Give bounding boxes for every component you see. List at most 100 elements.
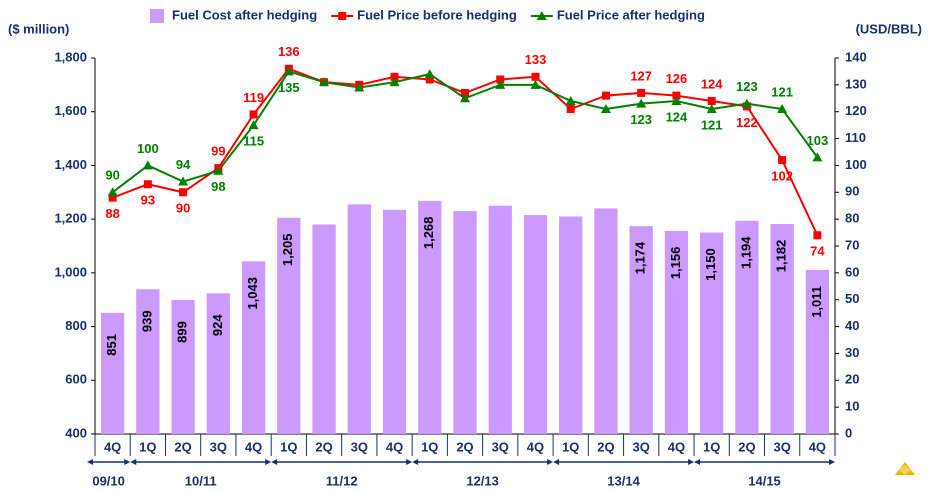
marker xyxy=(283,66,294,76)
bar-label: 1,011 xyxy=(809,286,824,318)
bar-label: 899 xyxy=(175,321,190,343)
x-tick-label: 1Q xyxy=(280,439,297,454)
bar xyxy=(559,216,583,434)
arrow-head xyxy=(553,459,560,465)
x-tick-label: 2Q xyxy=(174,439,191,454)
point-label: 126 xyxy=(666,71,688,86)
bar xyxy=(770,223,794,434)
x-tick-label: 1Q xyxy=(562,439,579,454)
arrow-head xyxy=(829,459,835,465)
point-label: 127 xyxy=(630,68,652,83)
bar xyxy=(241,261,266,434)
arrow-head xyxy=(271,459,278,465)
point-label: 115 xyxy=(243,134,264,149)
marker xyxy=(530,79,541,89)
marker xyxy=(741,98,752,108)
group-label: 14/15 xyxy=(748,473,781,488)
bar-label: 1,182 xyxy=(774,240,789,273)
x-tick-label: 1Q xyxy=(703,439,720,454)
group-label: 12/13 xyxy=(466,473,499,488)
y-tick-label: 1,800 xyxy=(54,49,87,64)
point-label: 121 xyxy=(771,84,793,99)
y-tick-label: 800 xyxy=(65,318,87,333)
point-label: 99 xyxy=(211,144,225,159)
y2-tick-label: 50 xyxy=(845,291,859,306)
marker xyxy=(461,88,469,97)
marker xyxy=(425,75,434,84)
y2-tick-label: 40 xyxy=(845,318,859,333)
arrow-head xyxy=(130,459,137,465)
x-tick-label: 4Q xyxy=(104,439,121,454)
marker xyxy=(142,160,153,170)
arrow-head xyxy=(547,459,554,465)
legend-label: Fuel Cost after hedging xyxy=(172,7,317,22)
legend-label: Fuel Price after hedging xyxy=(557,7,705,22)
x-tick-label: 2Q xyxy=(315,439,332,454)
marker xyxy=(460,93,470,103)
x-tick-label: 4Q xyxy=(809,439,826,454)
arrow-head xyxy=(87,459,93,465)
x-tick-label: 1Q xyxy=(421,439,438,454)
y2-tick-label: 130 xyxy=(845,76,867,91)
marker xyxy=(424,69,435,79)
y-axis-label: ($ million) xyxy=(8,21,69,36)
bar xyxy=(136,289,160,434)
y-tick-label: 1,000 xyxy=(54,264,87,279)
marker xyxy=(178,176,189,186)
y-tick-label: 1,200 xyxy=(54,211,87,226)
y2-tick-label: 90 xyxy=(845,184,859,199)
bar-label: 1,150 xyxy=(703,248,718,281)
point-label: 119 xyxy=(243,90,264,105)
bar-label: 1,194 xyxy=(738,236,753,269)
x-tick-label: 4Q xyxy=(668,439,685,454)
bar xyxy=(312,224,336,434)
marker xyxy=(496,75,505,84)
y2-tick-label: 80 xyxy=(845,211,859,226)
bar xyxy=(700,232,724,434)
bar xyxy=(206,293,230,434)
marker xyxy=(319,77,330,87)
y2-tick-label: 30 xyxy=(845,345,859,360)
bar xyxy=(805,269,830,434)
bar xyxy=(347,204,371,434)
arrow-head xyxy=(265,459,272,465)
point-label: 102 xyxy=(771,168,793,183)
point-label: 124 xyxy=(701,76,723,91)
bar-label: 1,174 xyxy=(633,241,648,274)
marker xyxy=(565,95,576,105)
point-label: 123 xyxy=(630,112,652,127)
bar xyxy=(594,208,618,434)
point-label: 136 xyxy=(278,44,300,59)
marker xyxy=(672,91,681,100)
marker xyxy=(248,120,259,130)
point-label: 74 xyxy=(810,244,825,259)
x-tick-label: 4Q xyxy=(386,439,403,454)
bar xyxy=(523,215,548,434)
bar xyxy=(488,205,512,434)
marker xyxy=(671,95,682,105)
marker xyxy=(108,193,117,202)
marker xyxy=(600,104,611,114)
marker xyxy=(778,156,787,165)
y-tick-label: 600 xyxy=(65,372,87,387)
x-tick-label: 2Q xyxy=(597,439,614,454)
bar xyxy=(418,200,442,434)
point-label: 90 xyxy=(105,168,119,183)
x-tick-label: 3Q xyxy=(773,439,790,454)
marker xyxy=(637,88,646,97)
bar-label: 851 xyxy=(104,334,119,356)
x-tick-label: 3Q xyxy=(210,439,227,454)
point-label: 100 xyxy=(137,141,159,156)
group-label: 10/11 xyxy=(185,473,217,488)
point-label: 124 xyxy=(666,109,688,124)
marker xyxy=(213,165,224,175)
legend-marker xyxy=(536,11,547,20)
arrow-head xyxy=(688,459,695,465)
marker xyxy=(706,104,717,114)
bar-label: 1,043 xyxy=(245,277,260,310)
bar xyxy=(382,209,407,434)
y2-tick-label: 110 xyxy=(845,130,866,145)
x-tick-label: 2Q xyxy=(456,439,473,454)
point-label: 90 xyxy=(176,201,190,216)
marker xyxy=(143,180,152,189)
